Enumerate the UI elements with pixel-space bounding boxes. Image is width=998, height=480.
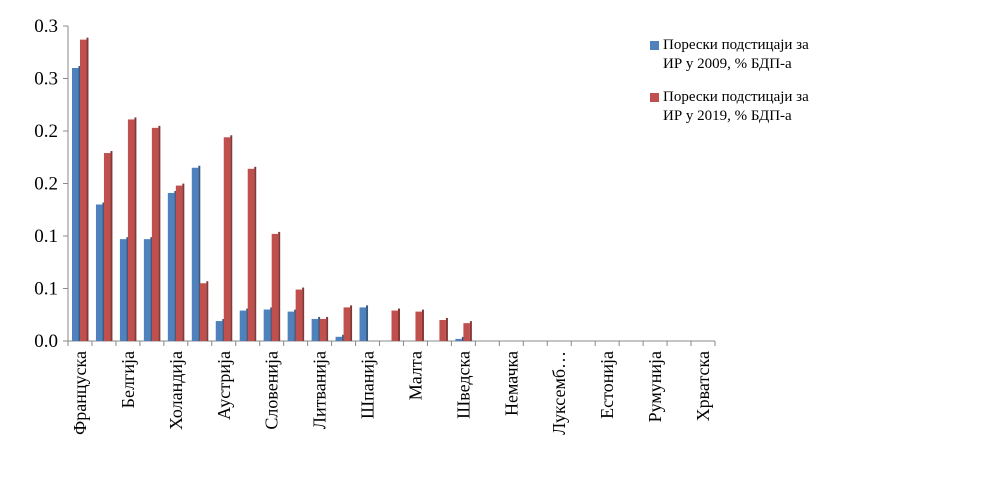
bar-side xyxy=(254,166,257,341)
x-tick-label: Шпанија xyxy=(358,351,378,419)
y-tick-label: 0.3 xyxy=(34,69,58,90)
bar-side xyxy=(230,135,233,341)
bar xyxy=(215,321,223,341)
bar-side xyxy=(134,117,137,341)
bar-side xyxy=(102,202,105,341)
bar-side xyxy=(78,66,81,341)
bar-side xyxy=(366,305,369,341)
y-tick-label: 0.2 xyxy=(34,174,58,195)
bar-side xyxy=(469,321,472,341)
bar xyxy=(295,289,303,341)
x-tick-label: Немачка xyxy=(501,351,521,416)
bar-side xyxy=(150,237,153,341)
legend-swatch xyxy=(650,41,659,50)
bar xyxy=(335,336,343,341)
x-tick-label: Француска xyxy=(70,351,90,435)
x-tick-label: Румунија xyxy=(645,351,665,422)
bar-side xyxy=(350,305,353,341)
bar-side xyxy=(182,183,185,341)
legend-item: Порески подстицаји за ИР у 2009, % БДП-а xyxy=(650,36,990,74)
bar-side xyxy=(461,336,464,341)
bar xyxy=(343,307,351,341)
bar-side xyxy=(278,231,281,341)
bar xyxy=(311,318,319,341)
bar xyxy=(247,168,255,341)
x-tick-label: Естонија xyxy=(597,351,617,419)
bar xyxy=(239,310,247,341)
legend-label: Порески подстицаји за ИР у 2009, % БДП-а xyxy=(663,37,809,72)
bar xyxy=(103,153,111,341)
bar xyxy=(199,283,207,341)
x-tick-label: Шведска xyxy=(453,351,473,419)
bar-side xyxy=(198,165,201,341)
legend-label: Порески подстицаји за ИР у 2019, % БДП-а xyxy=(663,89,809,124)
bar-side xyxy=(158,125,161,341)
bar xyxy=(415,311,422,341)
bar xyxy=(151,127,159,341)
bar xyxy=(455,338,462,341)
bar xyxy=(271,233,279,341)
bar xyxy=(175,185,183,341)
x-tick-label: Литванија xyxy=(310,351,330,429)
y-tick-label: 0.1 xyxy=(34,279,58,300)
bar xyxy=(359,307,367,341)
bar-side xyxy=(302,287,305,341)
bar xyxy=(287,311,295,341)
bar xyxy=(143,239,151,341)
bar xyxy=(79,39,87,342)
bar xyxy=(127,119,135,341)
x-tick-label: Словенија xyxy=(262,351,282,430)
y-tick-label: 0.1 xyxy=(34,226,58,247)
x-tick-label: Холандија xyxy=(166,351,186,430)
legend-item: Порески подстицаји за ИР у 2019, % БДП-а xyxy=(650,88,990,126)
bar-side xyxy=(326,316,329,341)
y-tick-label: 0.2 xyxy=(34,121,58,142)
bar-side xyxy=(270,307,273,341)
bar xyxy=(167,192,175,341)
x-tick-label: Белгија xyxy=(118,351,138,408)
bar xyxy=(119,239,127,341)
bar-side xyxy=(126,237,129,341)
bar xyxy=(263,309,271,341)
bar xyxy=(191,167,199,341)
bar-side xyxy=(246,308,249,341)
bar-side xyxy=(206,281,209,341)
legend-swatch xyxy=(650,93,659,102)
bar xyxy=(319,318,327,341)
bar-side xyxy=(445,318,448,341)
x-tick-label: Хрватска xyxy=(693,351,713,421)
y-tick-label: 0.0 xyxy=(34,331,58,352)
bar-side xyxy=(318,316,321,341)
bar xyxy=(391,310,398,341)
bar-side xyxy=(222,319,225,341)
x-tick-label: Аустрија xyxy=(214,351,234,420)
bar-side xyxy=(421,309,424,341)
bar xyxy=(223,137,231,341)
bar xyxy=(95,204,103,341)
bar-side xyxy=(86,37,89,342)
bar-side xyxy=(174,190,177,341)
bar-side xyxy=(342,334,345,341)
bar xyxy=(439,320,446,341)
x-tick-label: Луксемб… xyxy=(549,351,569,435)
bar xyxy=(463,323,470,341)
y-tick-label: 0.3 xyxy=(34,16,58,37)
bar-side xyxy=(110,151,113,341)
bar-side xyxy=(398,308,400,341)
x-tick-label: Малта xyxy=(405,351,425,400)
bar-side xyxy=(294,309,297,341)
bar xyxy=(71,68,79,341)
